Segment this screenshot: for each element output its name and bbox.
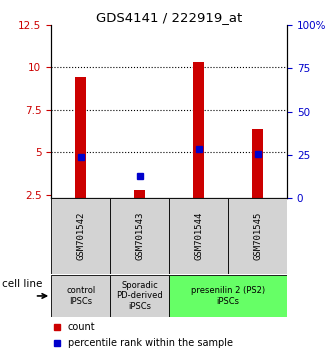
Bar (110, 198, 169, 274)
Text: Sporadic
PD-derived
iPSCs: Sporadic PD-derived iPSCs (116, 281, 163, 311)
Title: GDS4141 / 222919_at: GDS4141 / 222919_at (96, 11, 242, 24)
Text: percentile rank within the sample: percentile rank within the sample (68, 338, 233, 348)
Bar (228, 198, 287, 274)
Text: count: count (68, 321, 96, 332)
Text: GSM701542: GSM701542 (76, 212, 85, 261)
Text: cell line: cell line (2, 279, 42, 289)
Bar (134, 190, 145, 198)
Text: control
IPSCs: control IPSCs (66, 286, 95, 306)
Bar (169, 275, 287, 317)
Bar (110, 275, 169, 317)
Bar (252, 129, 263, 198)
Text: GSM701544: GSM701544 (194, 212, 203, 261)
Bar (193, 62, 204, 198)
Bar (51, 198, 110, 274)
Text: presenilin 2 (PS2)
iPSCs: presenilin 2 (PS2) iPSCs (191, 286, 265, 306)
Bar (75, 78, 86, 198)
Text: GSM701543: GSM701543 (135, 212, 144, 261)
Text: GSM701545: GSM701545 (253, 212, 262, 261)
Bar (51, 275, 110, 317)
Bar (169, 198, 228, 274)
